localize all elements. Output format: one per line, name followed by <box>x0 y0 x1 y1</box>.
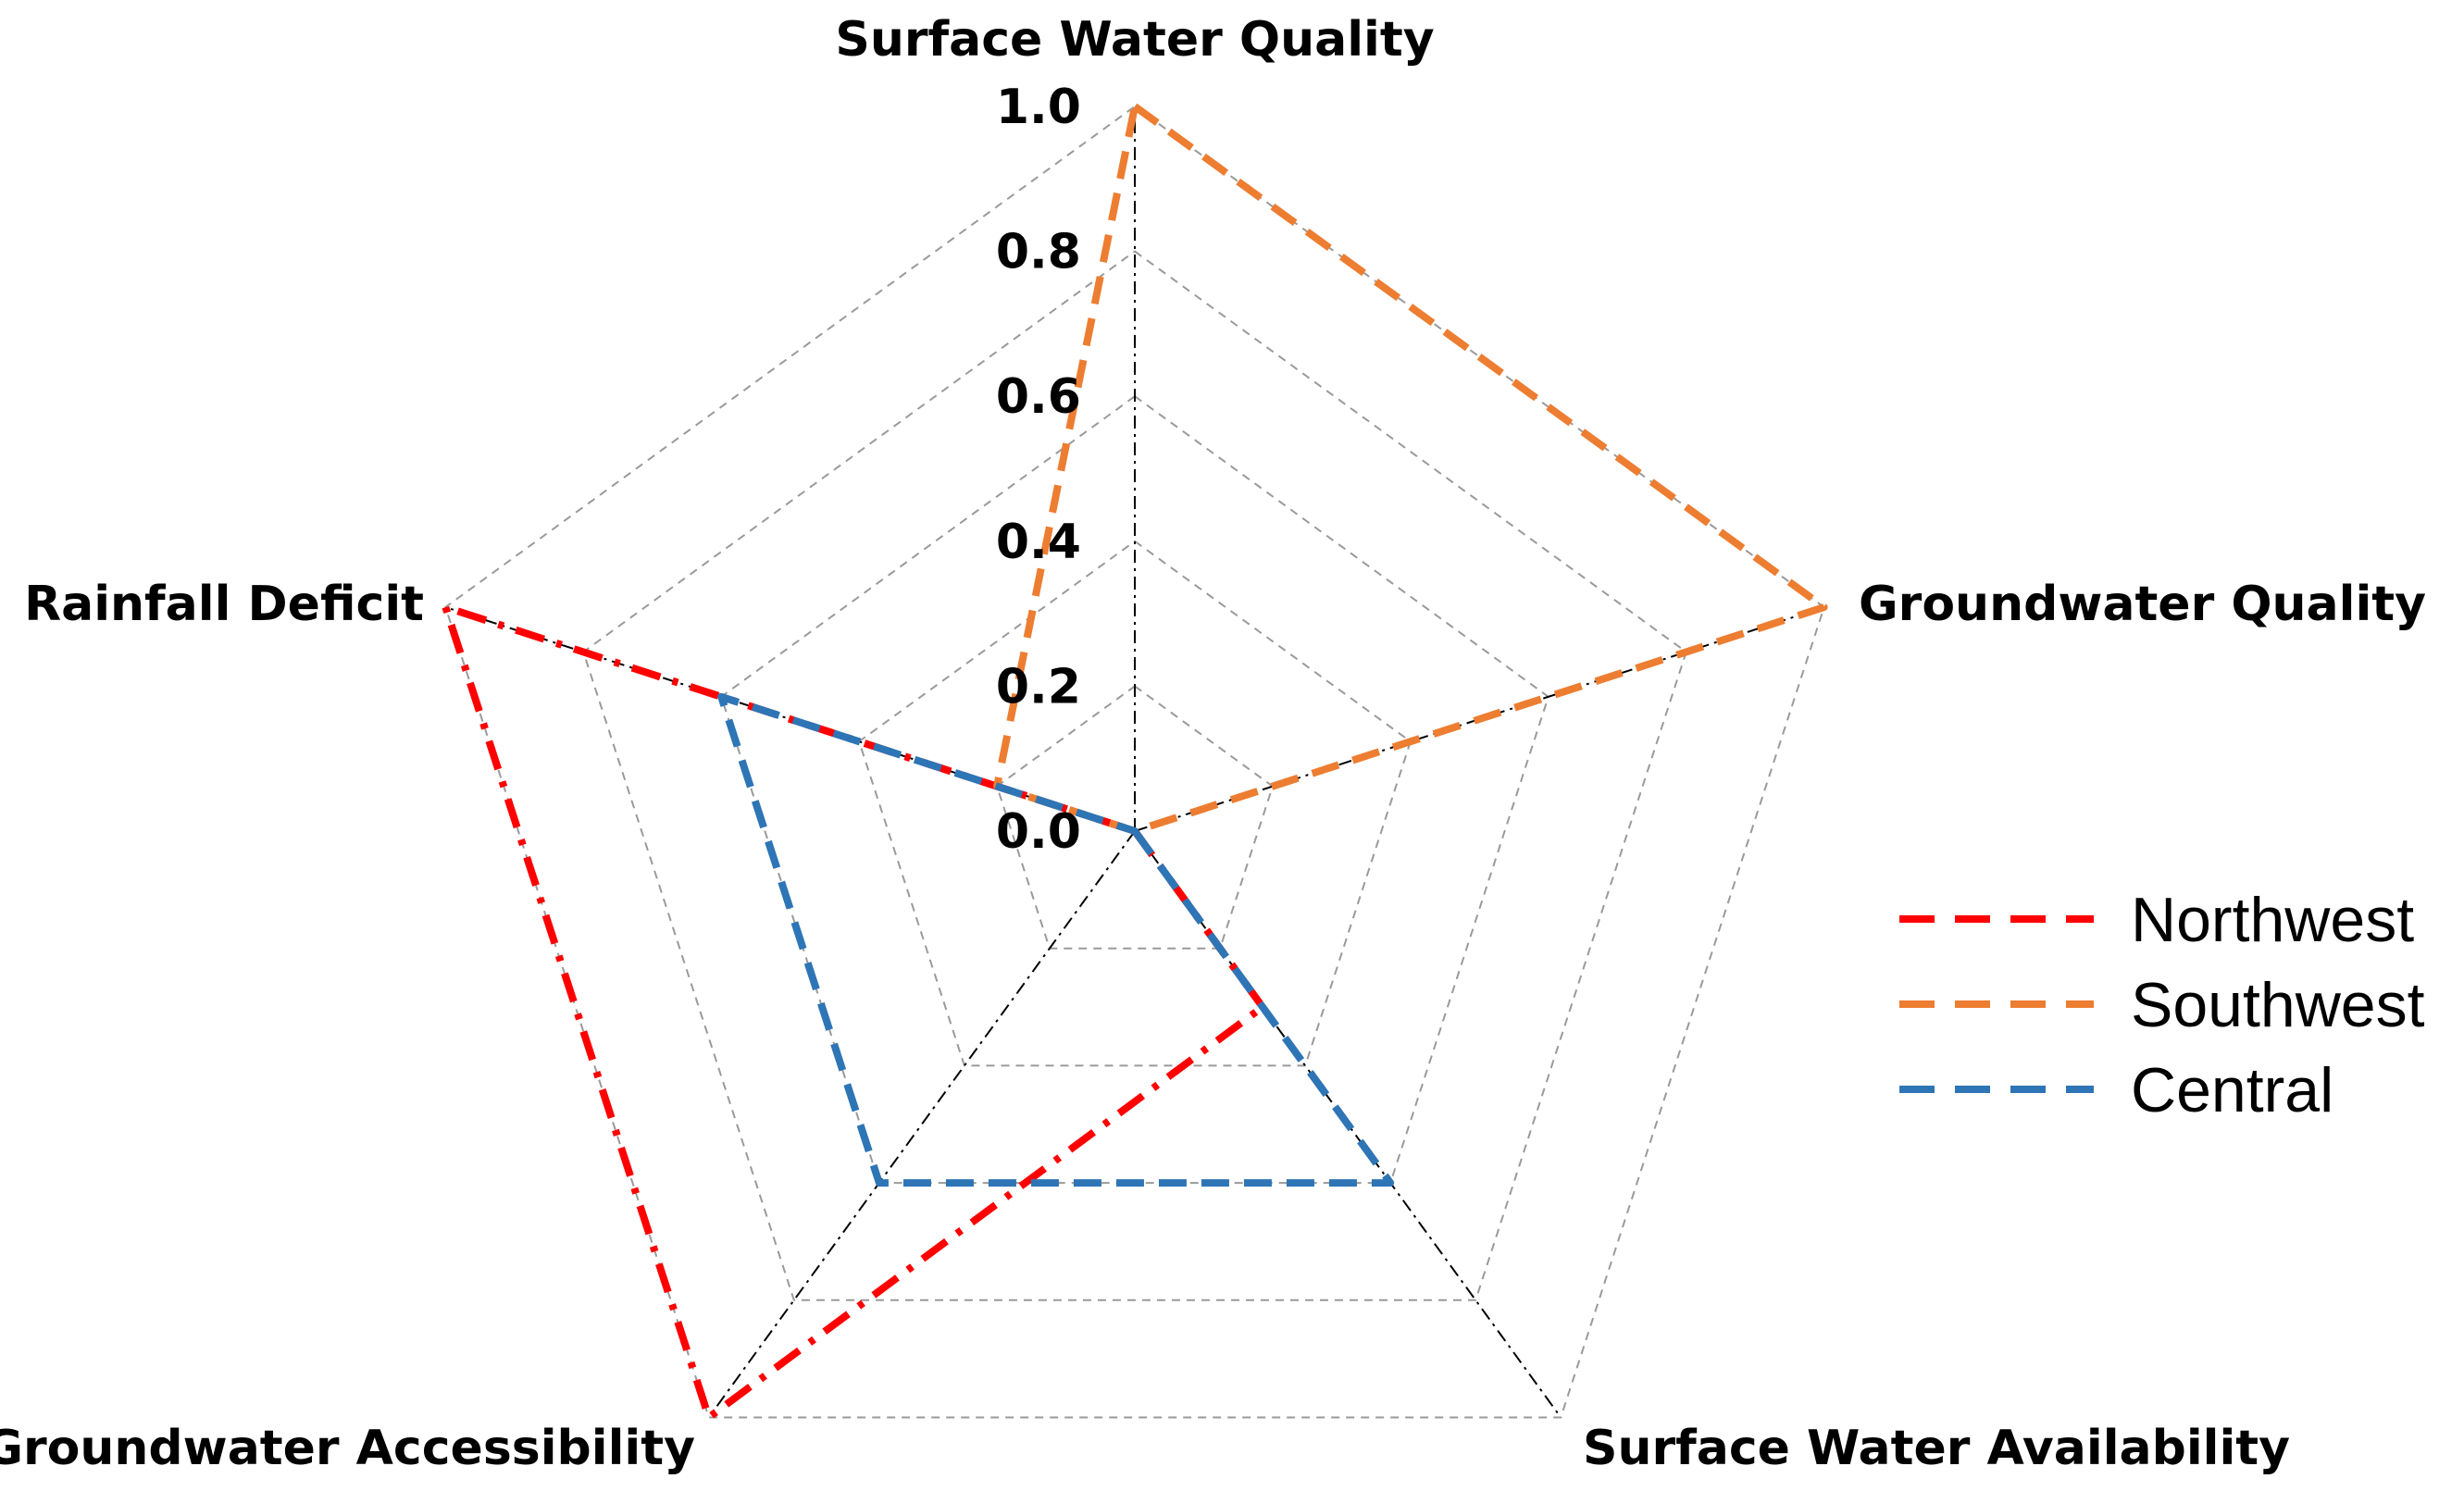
axis-label-surface-water-quality: Surface Water Quality <box>835 12 1434 68</box>
legend-label-southwest: Southwest <box>2131 970 2425 1040</box>
legend: Northwest Southwest Central <box>1899 885 2425 1125</box>
legend-label-central: Central <box>2131 1055 2333 1125</box>
tick-label-1-0: 1.0 <box>996 80 1081 135</box>
tick-label-0-6: 0.6 <box>996 369 1081 425</box>
grid-ring-0-4 <box>857 540 1412 1067</box>
legend-item-northwest: Northwest <box>1899 885 2414 955</box>
legend-item-central: Central <box>1899 1055 2333 1125</box>
radar-spokes <box>445 106 1824 1419</box>
spoke-groundwater-accessibility <box>707 830 1136 1419</box>
tick-label-0-8: 0.8 <box>996 225 1081 280</box>
axis-label-groundwater-quality: Groundwater Quality <box>1859 577 2426 632</box>
series-southwest <box>993 103 1828 835</box>
radar-grid <box>444 105 1825 1419</box>
tick-label-0-2: 0.2 <box>996 659 1081 714</box>
tick-label-0-0: 0.0 <box>996 804 1081 860</box>
tick-label-0-4: 0.4 <box>996 515 1081 570</box>
series-northwest <box>442 603 1267 1422</box>
tick-labels: 0.0 0.2 0.4 0.6 0.8 1.0 <box>996 80 1081 860</box>
axis-label-groundwater-accessibility: Groundwater Accessibility <box>0 1421 695 1476</box>
axis-label-surface-water-availability: Surface Water Availability <box>1583 1421 2290 1476</box>
legend-item-southwest: Southwest <box>1899 970 2425 1040</box>
radar-series <box>442 103 1828 1422</box>
axis-label-rainfall-deficit: Rainfall Deficit <box>24 577 424 632</box>
grid-ring-1-0 <box>444 105 1825 1419</box>
series-central <box>717 692 1395 1187</box>
grid-ring-0-8 <box>582 250 1687 1301</box>
legend-label-northwest: Northwest <box>2131 885 2414 955</box>
axis-labels: Surface Water Quality Groundwater Quality… <box>0 12 2426 1476</box>
